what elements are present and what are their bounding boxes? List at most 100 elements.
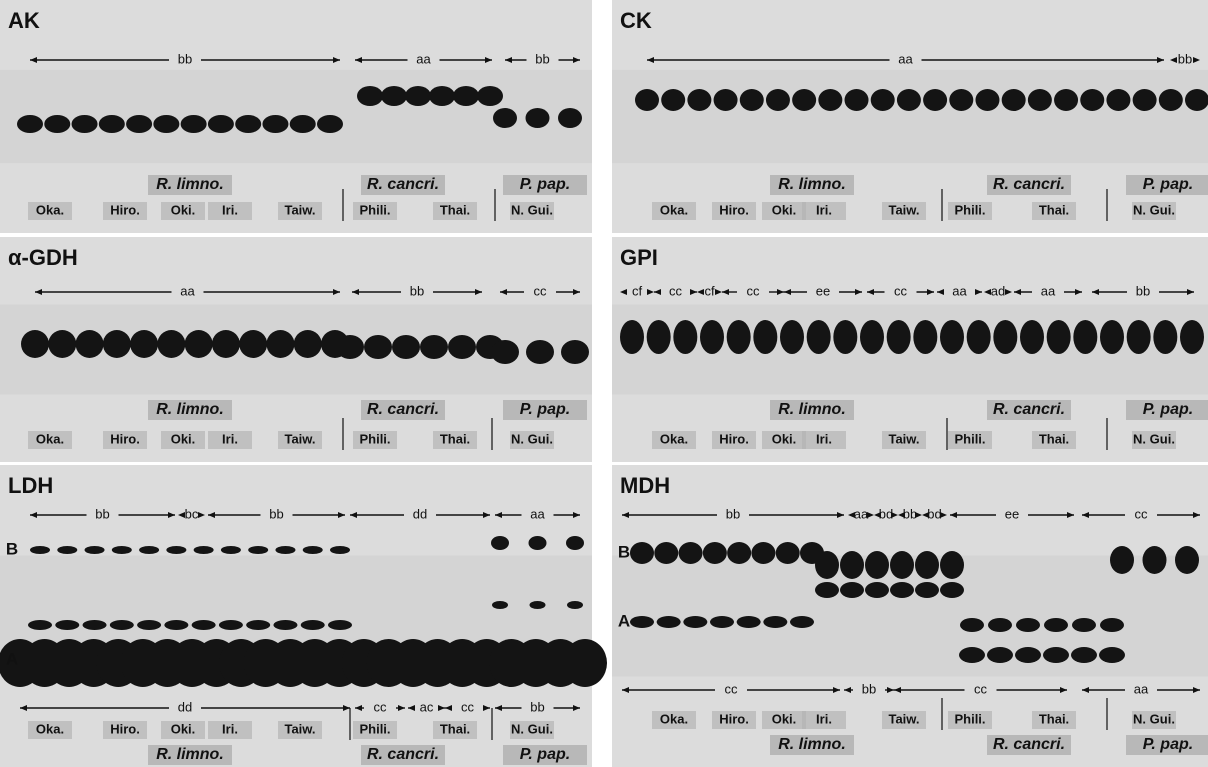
band bbox=[126, 115, 153, 133]
arrow-head bbox=[722, 289, 729, 295]
band bbox=[98, 115, 125, 133]
band bbox=[702, 542, 727, 564]
band bbox=[739, 89, 764, 111]
genotype-label: bb bbox=[1178, 51, 1192, 66]
arrow-head bbox=[1193, 687, 1200, 693]
label-box bbox=[161, 202, 205, 220]
label-box bbox=[948, 711, 992, 729]
band bbox=[84, 546, 105, 554]
arrow-head bbox=[777, 289, 784, 295]
locality-label: Oki. bbox=[171, 202, 196, 217]
arrow-head bbox=[1092, 289, 1099, 295]
label-box bbox=[1032, 431, 1076, 449]
species-label: P. pap. bbox=[520, 401, 570, 418]
band bbox=[860, 320, 884, 354]
genotype-label: cc bbox=[725, 681, 739, 696]
species-label: P. pap. bbox=[1143, 736, 1193, 753]
genotype-label: bd bbox=[927, 506, 941, 521]
label-box bbox=[28, 202, 72, 220]
locality-label: Phili. bbox=[954, 711, 985, 726]
band bbox=[184, 330, 213, 358]
arrow-head bbox=[622, 512, 629, 518]
band bbox=[763, 616, 788, 628]
arrow-head bbox=[495, 705, 502, 711]
arrow-head bbox=[1157, 57, 1164, 63]
genotype-label: cc bbox=[374, 699, 388, 714]
locality-label: Hiro. bbox=[110, 202, 140, 217]
locality-label: Hiro. bbox=[719, 431, 749, 446]
band bbox=[220, 546, 241, 554]
label-box bbox=[770, 735, 854, 755]
arrow-head bbox=[848, 512, 855, 518]
label-box bbox=[361, 400, 445, 420]
genotype-label: aa bbox=[1041, 283, 1056, 298]
arrow-head bbox=[620, 289, 627, 295]
band bbox=[44, 115, 71, 133]
arrow-head bbox=[844, 687, 851, 693]
arrow-head bbox=[647, 57, 654, 63]
locality-label: N. Gui. bbox=[1133, 431, 1175, 446]
band bbox=[1080, 89, 1105, 111]
label-box bbox=[148, 400, 232, 420]
genotype-label: cc bbox=[1135, 506, 1149, 521]
band bbox=[28, 620, 52, 630]
label-box bbox=[510, 721, 554, 739]
band bbox=[960, 618, 984, 632]
band bbox=[940, 320, 964, 354]
label-box bbox=[1126, 175, 1208, 195]
label-box bbox=[987, 175, 1071, 195]
band bbox=[1153, 320, 1178, 354]
band bbox=[1126, 320, 1151, 354]
arrow-head bbox=[894, 687, 901, 693]
arrow-head bbox=[573, 57, 580, 63]
species-label: R. limno. bbox=[156, 401, 224, 418]
arrow-head bbox=[874, 512, 881, 518]
band bbox=[491, 536, 509, 550]
arrow-head bbox=[445, 705, 452, 711]
arrow-head bbox=[950, 512, 957, 518]
band bbox=[317, 115, 343, 133]
band bbox=[886, 320, 911, 354]
band bbox=[775, 542, 800, 564]
locality-label: Phili. bbox=[954, 202, 985, 217]
band-marker: A bbox=[618, 611, 630, 630]
label-box bbox=[770, 400, 854, 420]
band bbox=[656, 616, 681, 628]
band bbox=[477, 86, 503, 106]
band bbox=[137, 620, 162, 630]
genotype-label: cc bbox=[534, 283, 548, 298]
band bbox=[1110, 546, 1134, 574]
arrow-head bbox=[867, 289, 874, 295]
band bbox=[840, 582, 864, 598]
locality-label: Hiro. bbox=[110, 431, 140, 446]
genotype-label: cc bbox=[974, 681, 988, 696]
locality-label: N. Gui. bbox=[511, 431, 553, 446]
genotype-label: aa bbox=[952, 283, 967, 298]
band bbox=[818, 89, 843, 111]
species-label: P. pap. bbox=[1143, 401, 1193, 418]
band bbox=[630, 542, 654, 564]
genotype-label: ac bbox=[420, 699, 434, 714]
arrow-head bbox=[837, 512, 844, 518]
genotype-label: cc bbox=[894, 283, 908, 298]
locality-label: Iri. bbox=[816, 202, 832, 217]
band bbox=[987, 647, 1013, 663]
arrow-head bbox=[898, 512, 905, 518]
arrow-head bbox=[833, 687, 840, 693]
band bbox=[82, 620, 107, 630]
label-box bbox=[712, 711, 756, 729]
band bbox=[1071, 647, 1097, 663]
band bbox=[966, 320, 991, 354]
band bbox=[420, 335, 448, 359]
label-box bbox=[503, 175, 587, 195]
locality-label: Taiw. bbox=[284, 721, 315, 736]
locality-label: Hiro. bbox=[719, 711, 749, 726]
band bbox=[890, 582, 914, 598]
genotype-label: bb bbox=[535, 51, 549, 66]
label-box bbox=[103, 721, 147, 739]
band bbox=[302, 546, 323, 554]
locality-label: Oki. bbox=[171, 721, 196, 736]
band bbox=[275, 546, 296, 554]
arrow-head bbox=[940, 512, 947, 518]
label-box bbox=[987, 400, 1071, 420]
